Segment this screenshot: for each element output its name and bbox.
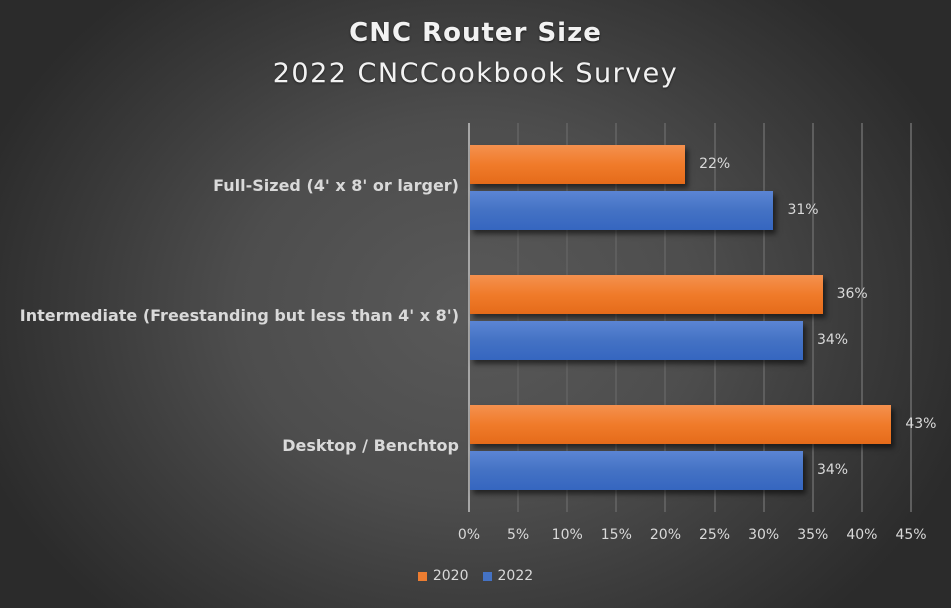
x-tick-label: 5%	[507, 527, 530, 543]
category-label: Desktop / Benchtop	[282, 436, 459, 455]
legend: 2020 2022	[0, 568, 951, 584]
legend-swatch-icon	[417, 571, 427, 581]
gridline	[762, 123, 765, 512]
gridline	[615, 123, 618, 512]
legend-label: 2022	[497, 568, 534, 584]
bar-2020[interactable]	[470, 405, 892, 444]
data-label: 31%	[787, 202, 819, 218]
gridline	[566, 123, 569, 512]
gridline	[910, 123, 912, 512]
data-label: 34%	[816, 462, 849, 478]
x-tick-label: 10%	[551, 527, 583, 543]
bar-2022[interactable]	[470, 321, 803, 360]
bar-2020[interactable]	[470, 275, 823, 314]
legend-label: 2020	[432, 568, 469, 584]
y-axis-line	[468, 123, 470, 512]
gridline	[517, 123, 520, 512]
legend-item-2020[interactable]: 2020	[417, 568, 469, 584]
gridline	[664, 123, 667, 512]
category-label: Full-Sized (4' x 8' or larger)	[213, 176, 459, 195]
data-label: 36%	[836, 286, 868, 302]
x-tick-label: 20%	[649, 527, 681, 543]
x-tick-label: 35%	[797, 527, 829, 543]
legend-item-2022[interactable]: 2022	[482, 568, 534, 584]
gridline	[713, 123, 716, 512]
chart-title: CNC Router Size	[349, 18, 602, 48]
data-label: 34%	[816, 332, 849, 348]
category-label: Intermediate (Freestanding but less than…	[19, 306, 459, 325]
data-label: 22%	[699, 156, 731, 172]
data-label: 43%	[905, 416, 937, 432]
bar-2022[interactable]	[470, 191, 774, 230]
x-tick-label: 0%	[457, 527, 481, 543]
bar-2020[interactable]	[470, 145, 686, 184]
gridline	[860, 123, 863, 512]
x-tick-label: 40%	[846, 527, 878, 543]
x-tick-label: 30%	[748, 527, 780, 543]
legend-swatch-icon	[482, 571, 492, 581]
x-tick-label: 25%	[698, 527, 731, 543]
bar-2022[interactable]	[470, 451, 803, 490]
chart-subtitle: 2022 CNCCookbook Survey	[272, 58, 679, 89]
gridline	[811, 123, 814, 512]
x-tick-label: 15%	[600, 527, 632, 543]
x-tick-label: 45%	[895, 527, 927, 543]
